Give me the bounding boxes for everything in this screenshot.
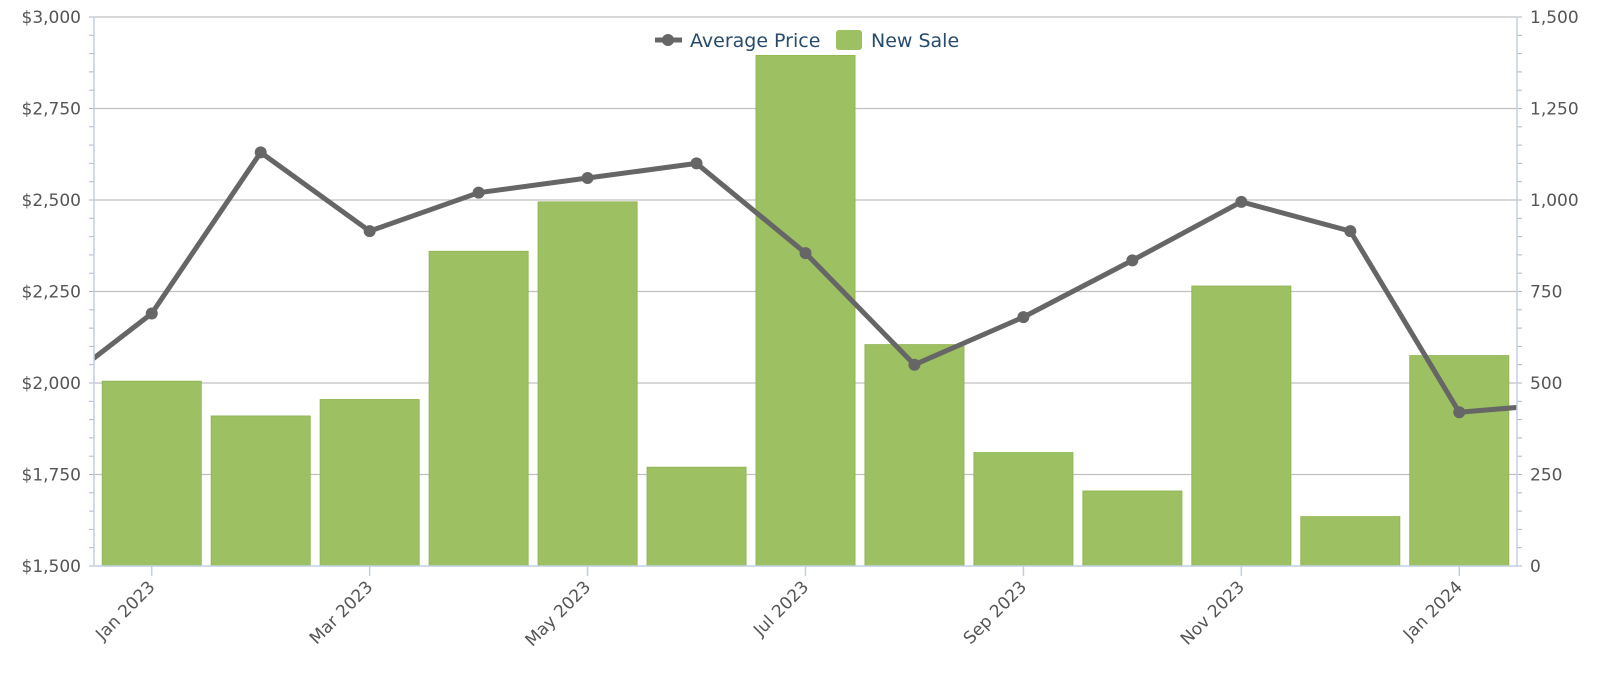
left-axis-tick-label: $2,000 xyxy=(22,374,81,394)
bar-new-sale xyxy=(101,380,202,566)
right-axis-tick-label: 0 xyxy=(1530,557,1541,577)
bar-series-new-sale xyxy=(101,55,1510,566)
legend-symbol-new-sale xyxy=(836,30,862,50)
left-axis-tick-label: $1,500 xyxy=(22,557,81,577)
x-axis-tick-label: Sep 2023 xyxy=(960,577,1031,648)
point-average-price xyxy=(1344,225,1357,238)
left-axis-tick-label: $1,750 xyxy=(22,466,81,486)
bar-new-sale xyxy=(973,452,1074,566)
point-average-price xyxy=(690,157,703,170)
left-axis-tick-label: $2,750 xyxy=(22,100,81,120)
bar-new-sale xyxy=(319,399,420,566)
bar-new-sale xyxy=(1082,490,1183,566)
point-average-price xyxy=(145,307,158,320)
point-average-price xyxy=(1235,195,1248,208)
point-average-price xyxy=(799,247,812,260)
left-axis-tick-label: $2,500 xyxy=(22,191,81,211)
point-average-price xyxy=(472,186,485,199)
bar-new-sale xyxy=(1191,285,1292,566)
right-axis-tick-label: 1,500 xyxy=(1530,8,1579,28)
right-axis-tick-label: 500 xyxy=(1530,374,1562,394)
legend-label-average-price: Average Price xyxy=(690,30,820,52)
x-axis-tick-label: Jan 2023 xyxy=(91,577,159,645)
point-average-price xyxy=(254,146,267,159)
point-average-price xyxy=(1453,406,1466,419)
point-average-price xyxy=(363,225,376,238)
legend-marker-average-price xyxy=(662,34,674,46)
x-axis-tick-label: May 2023 xyxy=(522,577,595,650)
x-axis-tick-label: Jan 2024 xyxy=(1399,577,1467,645)
right-axis-tick-label: 750 xyxy=(1530,283,1562,303)
x-axis-tick-label: Mar 2023 xyxy=(306,577,377,648)
left-axis-tick-label: $2,250 xyxy=(22,283,81,303)
point-average-price xyxy=(1017,311,1030,324)
bar-new-sale xyxy=(755,55,856,566)
x-axis-tick-label: Jul 2023 xyxy=(749,577,813,641)
point-average-price xyxy=(581,172,594,185)
right-axis-tick-label: 1,000 xyxy=(1530,191,1579,211)
bar-new-sale xyxy=(864,344,965,566)
left-axis-tick-label: $3,000 xyxy=(22,8,81,28)
bar-new-sale xyxy=(428,250,529,566)
legend-label-new-sale: New Sale xyxy=(871,30,959,52)
bar-new-sale xyxy=(1409,355,1510,566)
point-average-price xyxy=(1126,254,1139,267)
bar-new-sale xyxy=(1300,516,1401,566)
point-average-price xyxy=(908,358,921,371)
bar-new-sale xyxy=(537,201,638,566)
bar-new-sale xyxy=(646,466,747,566)
x-axis-tick-label: Nov 2023 xyxy=(1177,577,1249,649)
right-axis-tick-label: 1,250 xyxy=(1530,100,1579,120)
right-axis-tick-label: 250 xyxy=(1530,466,1562,486)
bar-new-sale xyxy=(210,415,311,566)
legend: Average Price New Sale xyxy=(655,30,959,52)
line-series-average-price xyxy=(94,146,1517,419)
